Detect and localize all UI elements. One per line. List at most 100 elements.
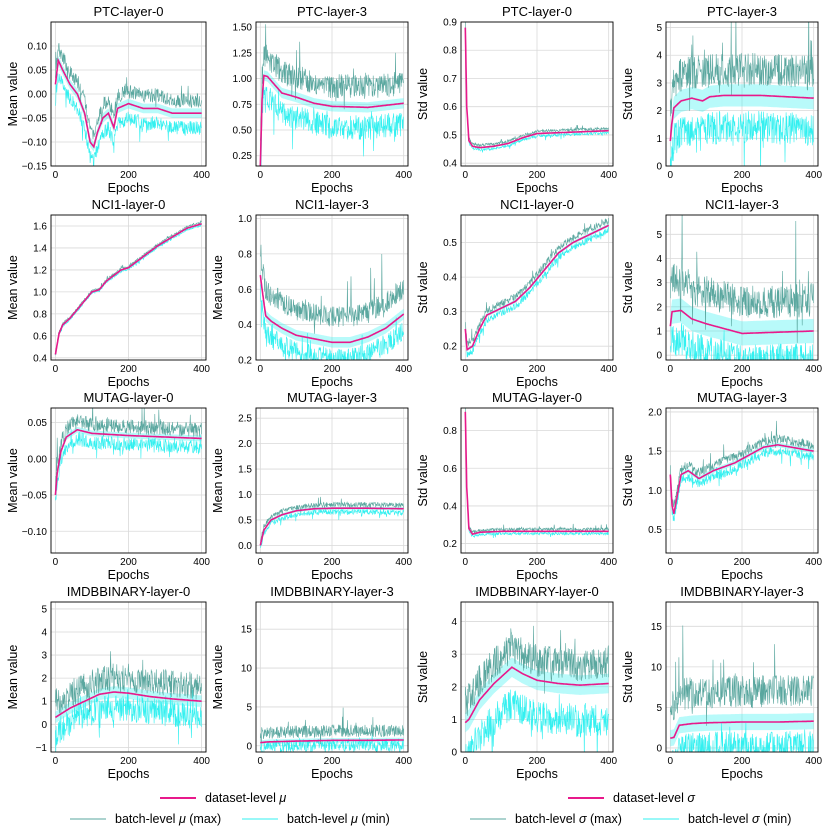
- x-tick-label: 200: [529, 557, 546, 568]
- series-dataset-level: [464, 411, 609, 536]
- series-batch-min: [670, 323, 814, 360]
- series-batch-max: [55, 408, 202, 494]
- y-tick-label: 1.0: [238, 214, 252, 225]
- series-batch-max: [260, 244, 404, 334]
- series-group: [54, 43, 202, 166]
- plot-frame: [50, 21, 207, 167]
- x-tick-label: 400: [395, 364, 412, 375]
- x-tick-label: 200: [120, 364, 137, 375]
- legend-left: dataset-level μ batch-level μ (max) batc…: [70, 791, 390, 826]
- x-tick-label: 0: [258, 170, 264, 181]
- chart-panel-2: 0 200 400 0.25 0.50 0.75 1.00 1.25 1.50 PTC-layer…: [233, 4, 413, 195]
- series-batch-min: [260, 284, 404, 360]
- x-tick-label: 400: [805, 557, 822, 568]
- series-band: [260, 70, 404, 166]
- legend-batch-mu-min-label: batch-level μ (min): [287, 812, 390, 826]
- series-group: [54, 408, 202, 501]
- series-batch-max: [670, 420, 814, 508]
- x-axis-label: Epochs: [516, 767, 558, 781]
- series-group: [54, 220, 202, 356]
- x-axis-label: Epochs: [311, 568, 353, 582]
- y-tick-label: 0.5: [443, 130, 457, 141]
- y-tick-label: 0.6: [443, 102, 457, 113]
- x-tick-label: 200: [734, 756, 751, 767]
- series-batch-min: [260, 86, 404, 166]
- x-axis-label: Epochs: [108, 568, 150, 582]
- y-tick-label: 1.5: [238, 465, 252, 476]
- x-tick-label: 200: [120, 756, 137, 767]
- y-tick-label: −0.15: [22, 162, 48, 173]
- chart-title: NCI1-layer-3: [295, 197, 369, 212]
- x-tick-label: 0: [463, 170, 469, 181]
- x-tick-label: 0: [463, 557, 469, 568]
- x-tick-label: 200: [529, 364, 546, 375]
- x-tick-label: 0: [463, 364, 469, 375]
- series-dataset-level: [669, 443, 814, 514]
- series-dataset-level: [54, 223, 202, 355]
- y-tick-label: 0.00: [28, 454, 48, 465]
- y-tick-label: 4: [656, 254, 662, 265]
- x-tick-label: 400: [395, 557, 412, 568]
- x-tick-label: 200: [734, 364, 751, 375]
- plot-frame: [50, 214, 207, 361]
- y-tick-label: 1.5: [648, 447, 662, 458]
- chart-panel-3: 0 200 400 0.4 0.5 0.6 0.7 0.8 0.9 PTC-layer-0 Epoc…: [416, 4, 617, 195]
- y-tick-label: 0: [656, 743, 662, 754]
- chart-title: NCI1-layer-3: [705, 197, 779, 212]
- series-group: [669, 215, 814, 360]
- y-tick-label: 3: [656, 278, 662, 289]
- chart-panel-8: 0 200 400 0 1 2 3 4 5 NCI1-layer-3 Epochs Std value: [621, 197, 822, 389]
- chart-panel-11: 0 200 400 0.2 0.4 0.6 0.8 MUTAG-layer-0 Epochs St…: [416, 390, 617, 582]
- chart-title: PTC-layer-0: [93, 4, 163, 19]
- chart-title: PTC-layer-3: [707, 4, 777, 19]
- x-tick-label: 200: [324, 557, 341, 568]
- y-tick-label: −1: [36, 743, 48, 754]
- y-axis-label: Std value: [416, 454, 430, 506]
- x-axis-label: Epochs: [108, 375, 150, 389]
- y-axis-label: Mean value: [211, 645, 225, 710]
- x-tick-label: 200: [324, 756, 341, 767]
- series-dataset-level: [54, 57, 202, 149]
- chart-panel-4: 0 200 400 0 1 2 3 4 5 PTC-layer-3 Epochs Std value: [621, 4, 822, 195]
- series-batch-min: [260, 507, 404, 549]
- x-tick-label: 400: [395, 756, 412, 767]
- series-batch-min: [55, 689, 202, 752]
- x-axis-label: Epochs: [721, 568, 763, 582]
- series-group: [464, 408, 609, 539]
- y-tick-label: 0.6: [238, 285, 252, 296]
- series-batch-min: [55, 224, 202, 356]
- y-tick-label: 1.2: [33, 265, 47, 276]
- series-batch-min: [670, 446, 814, 522]
- y-tick-label: 0.2: [443, 539, 457, 550]
- series-dataset-level: [669, 309, 814, 335]
- x-axis-label: Epochs: [721, 767, 763, 781]
- y-axis-label: Std value: [621, 651, 635, 703]
- x-tick-label: 0: [668, 557, 674, 568]
- series-group: [464, 22, 609, 153]
- y-axis-label: Std value: [416, 651, 430, 703]
- y-axis-label: Std value: [416, 261, 430, 313]
- x-tick-label: 400: [193, 170, 210, 181]
- chart-title: MUTAG-layer-3: [697, 390, 787, 405]
- y-tick-label: 0.10: [28, 42, 48, 53]
- series-batch-min: [55, 73, 202, 166]
- chart-panel-5: 0 200 400 0.4 0.6 0.8 1.0 1.2 1.4 1.6 NCI1-layer-0…: [6, 197, 210, 389]
- x-tick-label: 400: [600, 170, 617, 181]
- plot-frame: [255, 407, 409, 554]
- y-tick-label: 0.50: [233, 126, 253, 137]
- plot-frame: [665, 21, 819, 167]
- chart-panel-16: 0 200 400 0 5 10 15 IMDBBINARY-layer-3 Epochs Std…: [621, 584, 822, 781]
- series-group: [259, 24, 404, 166]
- series-batch-min: [465, 226, 609, 358]
- y-tick-label: 0.2: [238, 356, 252, 367]
- y-tick-label: 0.6: [33, 331, 47, 342]
- y-tick-label: 0.8: [33, 309, 47, 320]
- y-axis-label: Mean value: [6, 255, 20, 320]
- series-batch-min: [465, 413, 609, 539]
- y-tick-label: 1.0: [238, 490, 252, 501]
- series-batch-max: [260, 707, 404, 745]
- x-tick-label: 0: [258, 557, 264, 568]
- legend-batch-sigma-min-label: batch-level σ (min): [688, 812, 791, 826]
- y-tick-label: −0.10: [22, 138, 48, 149]
- y-tick-label: 0.8: [443, 46, 457, 57]
